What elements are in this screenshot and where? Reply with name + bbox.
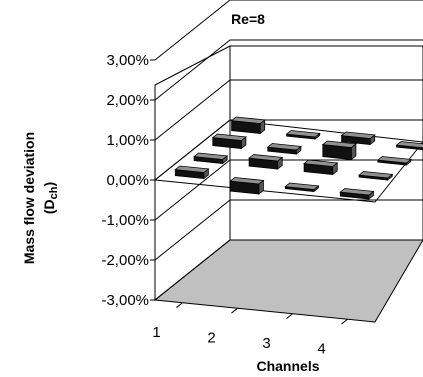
y-axis-ticks: 3,00% 2,00% 1,00% 0,00% -1,00% -2,00% -3,00%: [101, 52, 155, 309]
y-axis-title: Mass flow deviation (Dch): [21, 132, 60, 264]
bar: [285, 130, 321, 140]
x-axis-ticks: 1 2 3 4: [152, 302, 348, 357]
bar: [284, 182, 320, 193]
gridline: [154, 0, 423, 61]
bar: [339, 188, 375, 200]
bar: [358, 171, 394, 181]
bar: [174, 165, 210, 180]
bar-top: [303, 159, 339, 167]
bars: [174, 116, 423, 200]
bar: [303, 159, 339, 176]
bar: [395, 141, 423, 151]
y-tick-label: 1,00%: [106, 132, 149, 149]
bar-top: [358, 171, 394, 179]
x-tick-mark: [176, 302, 183, 308]
y-axis-title-sub: ch: [48, 186, 60, 199]
chart-title: Re=8: [231, 11, 265, 27]
bar-top: [321, 140, 357, 148]
y-axis-title-line2: (Dch): [41, 182, 60, 214]
x-tick-label: 1: [152, 324, 160, 341]
x-tick-label: 3: [262, 335, 270, 352]
x-tick-mark: [231, 307, 238, 314]
bar-front: [396, 144, 423, 151]
bar-top: [339, 188, 375, 196]
bar: [211, 133, 247, 150]
y-tick-label: 0,00%: [106, 172, 149, 189]
gridline: [154, 79, 423, 141]
y-tick-label: 3,00%: [106, 52, 149, 69]
bar: [229, 177, 265, 195]
bar-top: [211, 133, 247, 141]
bar-top: [376, 156, 412, 164]
bar: [230, 116, 266, 135]
bar: [248, 154, 284, 170]
y-tick-label: -2,00%: [101, 252, 149, 269]
bar-top: [285, 130, 321, 138]
gridline: [154, 239, 423, 301]
bar: [266, 143, 302, 155]
y-tick-label: -3,00%: [101, 292, 149, 309]
bar: [376, 156, 412, 166]
bar-top: [266, 143, 302, 151]
y-axis-title-d: (D: [41, 199, 57, 214]
bar-top: [230, 116, 266, 124]
bar-top: [340, 131, 376, 139]
x-tick-label: 2: [207, 329, 215, 346]
zero-plane-outline: [153, 119, 423, 203]
bar-top: [395, 141, 423, 149]
bar: [193, 152, 229, 165]
x-tick-mark: [341, 318, 348, 325]
gridline: [154, 39, 423, 101]
zero-plane: [153, 119, 423, 203]
bar: [340, 131, 376, 146]
y-tick-label: -1,00%: [101, 212, 149, 229]
bar-top: [229, 177, 265, 185]
bar-top: [193, 152, 229, 160]
y-tick-label: 2,00%: [106, 92, 149, 109]
bar: [321, 140, 357, 161]
bar-top: [174, 165, 210, 173]
y-axis-title-line1: Mass flow deviation: [21, 132, 37, 264]
y-axis-title-close: ): [41, 182, 57, 187]
bar-top: [284, 182, 320, 190]
gridline: [154, 159, 423, 221]
x-axis-title: Channels: [256, 358, 319, 374]
x-tick-mark: [286, 313, 293, 319]
x-tick-label: 4: [317, 340, 325, 357]
bar-top: [248, 154, 284, 162]
